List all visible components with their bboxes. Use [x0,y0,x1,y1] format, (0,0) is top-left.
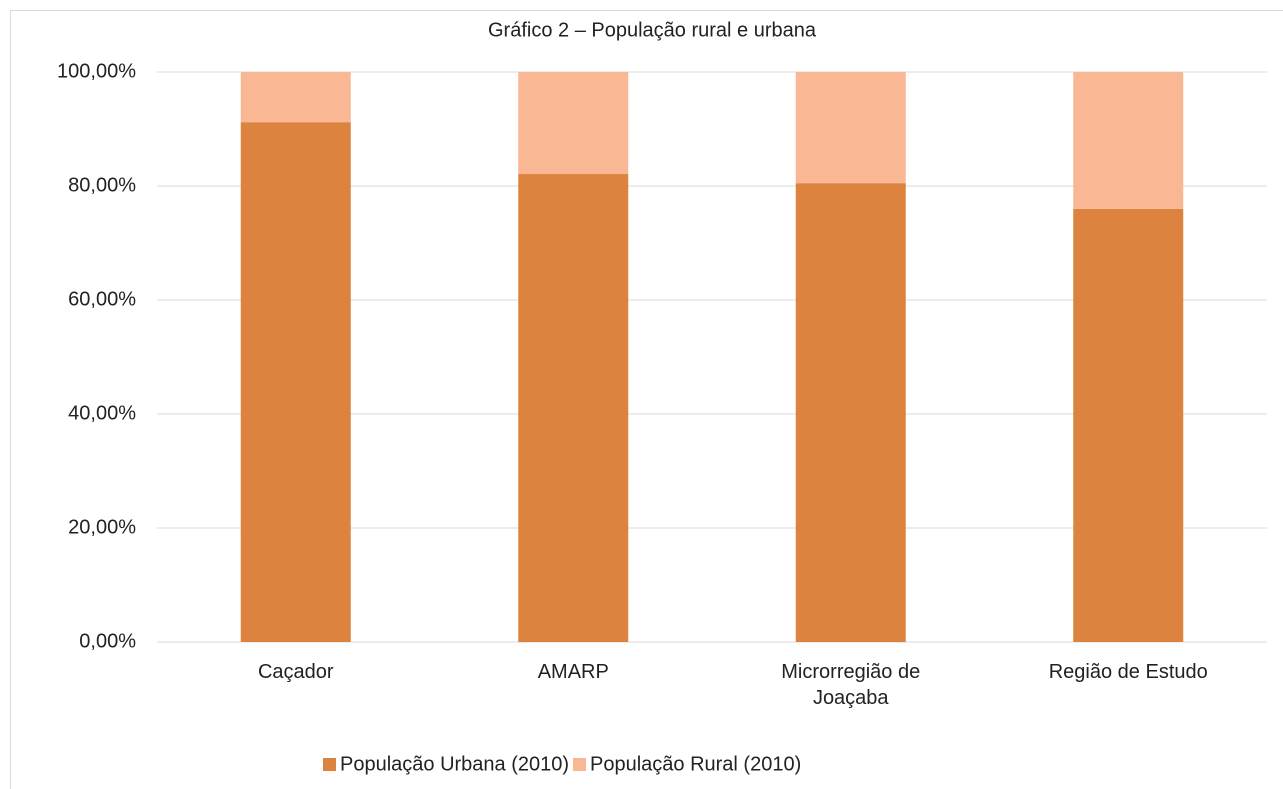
chart-title: Gráfico 2 – População rural e urbana [488,19,817,41]
bar-segment [240,122,351,642]
y-tick-label: 60,00% [68,288,136,310]
y-tick-label: 0,00% [79,630,136,652]
bar-segment [518,72,629,175]
bar-segment [795,72,906,184]
legend-swatch [573,758,586,771]
bar-segment [1073,72,1184,209]
bar-segment [518,174,629,642]
y-tick-label: 40,00% [68,402,136,424]
x-tick-label: Microrregião de Joaçaba [781,661,921,709]
legend-swatch [323,758,336,771]
bar-segment [1073,208,1184,643]
legend-label: População Urbana (2010) [340,753,569,775]
bar-segment [795,183,906,642]
y-tick-label: 20,00% [68,516,136,538]
x-tick-label: Caçador [257,661,334,683]
chart-frame [10,10,1283,789]
x-tick-label: Região de Estudo [1048,661,1208,683]
legend-label: População Rural (2010) [590,753,801,775]
bar-segment [240,72,351,123]
x-tick-label: AMARP [537,661,609,683]
y-tick-label: 100,00% [57,60,136,82]
y-tick-label: 80,00% [68,174,136,196]
